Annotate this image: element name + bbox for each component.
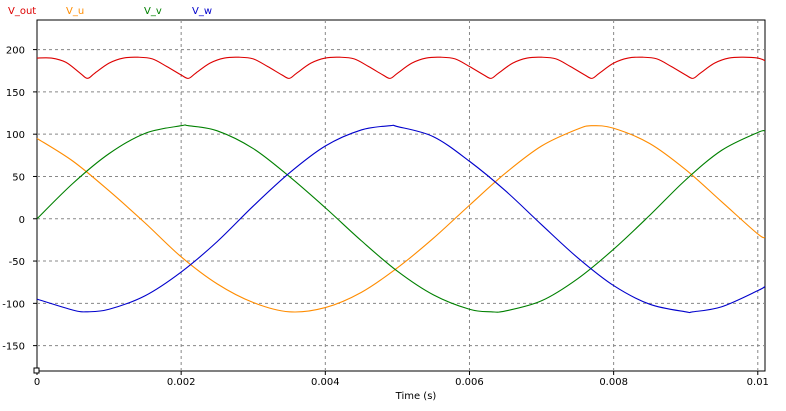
x-axis-ticks: 0 0.002 0.004 0.006 0.008 0.01	[33, 367, 769, 388]
series-line-v-v	[36, 124, 766, 313]
series-line-v-w	[36, 124, 766, 314]
x-tick-label: 0.008	[599, 377, 628, 388]
series-line-v-out	[36, 56, 766, 79]
x-tick-label: 0.006	[455, 377, 484, 388]
y-tick-label: 50	[12, 172, 25, 183]
plot-frame	[36, 19, 766, 372]
grid	[37, 20, 765, 371]
y-axis-ticks: 200 150 100 50 0 -50 -100 -150	[2, 46, 37, 353]
y-tick-label: 200	[6, 46, 25, 57]
y-tick-label: 100	[6, 130, 25, 141]
y-tick-label: -100	[2, 299, 25, 310]
legend: V_out V_u V_v V_w	[8, 6, 212, 17]
x-axis-label: Time (s)	[395, 391, 437, 402]
x-tick-label: 0.004	[311, 377, 340, 388]
series-lines	[36, 56, 766, 314]
legend-entry-v-v: V_v	[144, 6, 162, 17]
legend-entry-v-u: V_u	[66, 6, 84, 17]
series-line-v-u	[36, 125, 766, 313]
origin-marker	[33, 367, 40, 374]
x-tick-label: 0.002	[167, 377, 196, 388]
x-tick-label: 0.01	[747, 377, 769, 388]
y-tick-label: 150	[6, 88, 25, 99]
legend-entry-v-out: V_out	[8, 6, 36, 17]
x-tick-label: 0	[34, 377, 40, 388]
y-tick-label: 0	[19, 215, 25, 226]
legend-entry-v-w: V_w	[192, 6, 212, 17]
y-tick-label: -50	[9, 257, 25, 268]
y-tick-label: -150	[2, 342, 25, 353]
